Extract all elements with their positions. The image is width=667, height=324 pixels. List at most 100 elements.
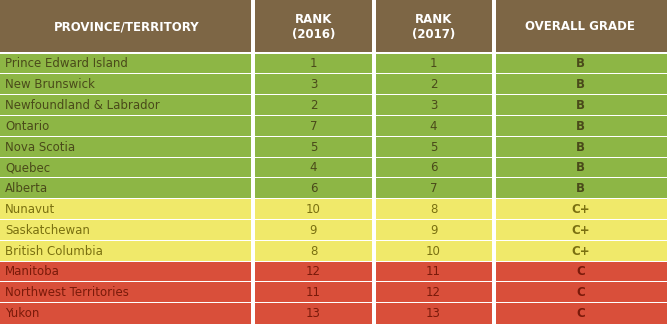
- Bar: [0, 220, 253, 241]
- Bar: [374, 220, 494, 241]
- Bar: [253, 199, 374, 220]
- Bar: [0, 241, 253, 261]
- Text: 2: 2: [430, 78, 438, 91]
- Text: British Columbia: British Columbia: [5, 245, 103, 258]
- Text: B: B: [576, 57, 585, 70]
- Text: B: B: [576, 120, 585, 133]
- Text: 7: 7: [430, 182, 438, 195]
- Text: C+: C+: [571, 224, 590, 237]
- Text: 12: 12: [426, 286, 441, 299]
- Bar: [0, 115, 667, 117]
- Text: 1: 1: [430, 57, 438, 70]
- Bar: [0, 178, 253, 199]
- Text: B: B: [576, 78, 585, 91]
- Bar: [374, 116, 494, 137]
- Text: Saskatchewan: Saskatchewan: [5, 224, 90, 237]
- Text: 10: 10: [306, 203, 321, 216]
- Text: B: B: [576, 99, 585, 112]
- Text: 6: 6: [430, 161, 438, 174]
- Bar: [374, 95, 494, 116]
- Text: OVERALL GRADE: OVERALL GRADE: [526, 20, 635, 33]
- Text: 2: 2: [309, 99, 317, 112]
- Text: C+: C+: [571, 203, 590, 216]
- Text: Newfoundland & Labrador: Newfoundland & Labrador: [5, 99, 160, 112]
- Bar: [0, 53, 253, 74]
- Text: 5: 5: [309, 141, 317, 154]
- Text: 13: 13: [426, 307, 441, 320]
- Text: 9: 9: [309, 224, 317, 237]
- Bar: [0, 260, 667, 262]
- Bar: [0, 303, 253, 324]
- Bar: [374, 199, 494, 220]
- Text: 12: 12: [306, 265, 321, 278]
- Text: C+: C+: [571, 245, 590, 258]
- Bar: [0, 73, 667, 75]
- Bar: [0, 283, 253, 303]
- Text: 7: 7: [309, 120, 317, 133]
- Text: 13: 13: [306, 307, 321, 320]
- Bar: [494, 303, 667, 324]
- Text: B: B: [576, 161, 585, 174]
- Text: Yukon: Yukon: [5, 307, 40, 320]
- Bar: [494, 95, 667, 116]
- Bar: [494, 220, 667, 241]
- Bar: [0, 198, 667, 200]
- Bar: [0, 116, 253, 137]
- Bar: [0, 199, 253, 220]
- Bar: [374, 53, 494, 74]
- Text: New Brunswick: New Brunswick: [5, 78, 95, 91]
- Bar: [374, 74, 494, 95]
- Bar: [0, 137, 253, 157]
- Bar: [492, 0, 496, 324]
- Bar: [0, 157, 253, 178]
- Bar: [253, 74, 374, 95]
- Bar: [253, 137, 374, 157]
- Bar: [494, 53, 667, 74]
- Text: 3: 3: [309, 78, 317, 91]
- Bar: [251, 0, 255, 324]
- Text: Nova Scotia: Nova Scotia: [5, 141, 75, 154]
- Bar: [374, 178, 494, 199]
- Bar: [253, 0, 374, 53]
- Text: 4: 4: [309, 161, 317, 174]
- Text: Ontario: Ontario: [5, 120, 49, 133]
- Bar: [374, 0, 494, 53]
- Text: RANK
(2016): RANK (2016): [291, 13, 336, 41]
- Bar: [0, 156, 667, 158]
- Bar: [253, 220, 374, 241]
- Bar: [494, 283, 667, 303]
- Bar: [253, 241, 374, 261]
- Bar: [374, 241, 494, 261]
- Text: Quebec: Quebec: [5, 161, 51, 174]
- Text: 5: 5: [430, 141, 438, 154]
- Text: 6: 6: [309, 182, 317, 195]
- Bar: [494, 241, 667, 261]
- Bar: [494, 261, 667, 283]
- Text: RANK
(2017): RANK (2017): [412, 13, 455, 41]
- Text: 8: 8: [430, 203, 438, 216]
- Text: 10: 10: [426, 245, 441, 258]
- Bar: [0, 136, 667, 138]
- Text: Northwest Territories: Northwest Territories: [5, 286, 129, 299]
- Bar: [0, 302, 667, 304]
- Bar: [494, 74, 667, 95]
- Text: 11: 11: [306, 286, 321, 299]
- Text: 1: 1: [309, 57, 317, 70]
- Text: Manitoba: Manitoba: [5, 265, 60, 278]
- Bar: [372, 0, 376, 324]
- Bar: [0, 0, 253, 53]
- Bar: [0, 261, 253, 283]
- Text: C: C: [576, 265, 585, 278]
- Bar: [253, 53, 374, 74]
- Bar: [0, 94, 667, 96]
- Text: C: C: [576, 307, 585, 320]
- Bar: [0, 177, 667, 179]
- Text: Nunavut: Nunavut: [5, 203, 55, 216]
- Bar: [374, 137, 494, 157]
- Text: C: C: [576, 286, 585, 299]
- Bar: [0, 240, 667, 242]
- Bar: [374, 283, 494, 303]
- Bar: [494, 199, 667, 220]
- Text: 11: 11: [426, 265, 441, 278]
- Bar: [253, 283, 374, 303]
